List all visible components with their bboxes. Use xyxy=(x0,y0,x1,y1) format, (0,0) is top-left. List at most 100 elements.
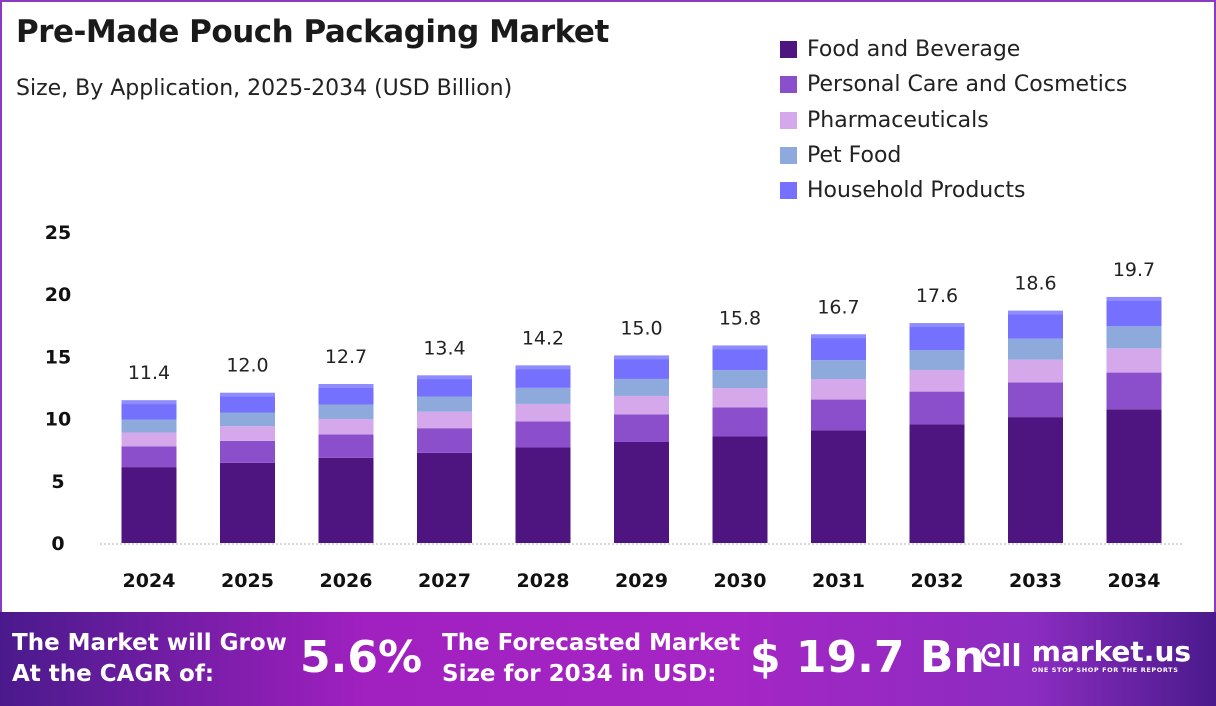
bar-cap xyxy=(220,392,275,397)
bar-segment xyxy=(1008,417,1063,543)
legend-item: Personal Care and Cosmetics xyxy=(780,67,1127,102)
bar-segment xyxy=(417,452,472,543)
bar-cap xyxy=(121,400,177,405)
bar-segment xyxy=(614,378,669,396)
legend-label: Pet Food xyxy=(807,143,902,169)
bar-segment xyxy=(614,414,669,442)
legend-label: Household Products xyxy=(807,178,1026,204)
data-label: 16.7 xyxy=(817,296,859,318)
bar-segment xyxy=(712,407,768,437)
bar-cap xyxy=(318,384,374,389)
legend-item: Pharmaceuticals xyxy=(780,103,1127,138)
bar-segment xyxy=(121,432,177,447)
bar-segment xyxy=(417,376,472,397)
x-tick-label: 2025 xyxy=(221,570,274,592)
x-tick-label: 2026 xyxy=(320,570,373,592)
bar-segment xyxy=(515,421,571,448)
legend-label: Personal Care and Cosmetics xyxy=(807,72,1128,98)
bar-segment xyxy=(220,393,275,413)
bar-segment xyxy=(220,440,275,463)
bar-segment xyxy=(909,391,965,425)
bar-segment xyxy=(811,430,866,543)
forecast-value: $ 19.7 Bn xyxy=(750,632,985,683)
bar-segment xyxy=(1106,409,1162,543)
bar-cap xyxy=(614,355,669,360)
legend-swatch xyxy=(780,182,797,200)
data-label: 17.6 xyxy=(916,285,958,307)
bar-cap xyxy=(1106,296,1162,301)
bar-segment xyxy=(712,387,768,408)
legend-label: Pharmaceuticals xyxy=(807,107,989,133)
legend-swatch xyxy=(780,147,797,165)
x-tick-label: 2024 xyxy=(123,570,176,592)
legend-swatch xyxy=(780,41,797,59)
data-label: 15.0 xyxy=(620,317,662,339)
bar-segment xyxy=(712,346,768,371)
bar-segment xyxy=(909,369,965,392)
legend-item: Household Products xyxy=(780,173,1127,208)
legend-swatch xyxy=(780,111,797,129)
bar-segment xyxy=(121,419,177,433)
bar-segment xyxy=(1008,382,1063,418)
data-label: 11.4 xyxy=(128,362,170,384)
cagr-value: 5.6% xyxy=(300,632,423,683)
x-tick-label: 2029 xyxy=(615,570,668,592)
bar-segment xyxy=(614,441,669,543)
bar-segment xyxy=(417,411,472,429)
bar-segment xyxy=(811,399,866,431)
logo-name: market.us xyxy=(1031,635,1192,668)
bar-segment xyxy=(811,379,866,400)
bar-cap xyxy=(515,365,571,370)
data-label: 18.6 xyxy=(1014,273,1056,295)
y-tick-label: 15 xyxy=(45,346,71,368)
forecast-label: The Forecasted Market Size for 2034 in U… xyxy=(442,630,741,687)
logo-icon: ᘓll xyxy=(980,638,1022,674)
chart-title: Pre-Made Pouch Packaging Market xyxy=(16,14,609,50)
bar-segment xyxy=(712,370,768,388)
x-tick-label: 2030 xyxy=(714,570,767,592)
x-tick-label: 2027 xyxy=(418,570,471,592)
bar-segment xyxy=(614,395,669,415)
bar-segment xyxy=(417,428,472,453)
legend: Food and Beverage Personal Care and Cosme… xyxy=(780,32,1127,208)
bar-cap xyxy=(811,334,866,339)
data-label: 12.0 xyxy=(226,355,268,377)
legend-swatch xyxy=(780,76,797,94)
bar-segment xyxy=(318,385,374,405)
y-tick-label: 0 xyxy=(51,533,64,555)
bar-segment xyxy=(1106,372,1162,410)
bar-segment xyxy=(909,424,965,543)
banner: The Market will Grow At the CAGR of: 5.6… xyxy=(0,612,1216,706)
legend-label: Food and Beverage xyxy=(807,37,1021,63)
y-tick-label: 20 xyxy=(45,284,71,306)
data-label: 12.7 xyxy=(325,346,367,368)
bar-segment xyxy=(515,387,571,404)
x-tick-label: 2031 xyxy=(812,570,865,592)
legend-item: Pet Food xyxy=(780,138,1127,173)
bar-segment xyxy=(909,350,965,370)
bar-cap xyxy=(909,323,965,328)
data-label: 13.4 xyxy=(423,337,465,359)
bar-segment xyxy=(909,324,965,351)
bar-segment xyxy=(1008,311,1063,339)
bar-segment xyxy=(1008,359,1063,383)
x-tick-label: 2034 xyxy=(1108,570,1161,592)
y-tick-label: 25 xyxy=(45,222,71,244)
bar-segment xyxy=(318,418,374,435)
bar-segment xyxy=(121,467,177,543)
bar-segment xyxy=(811,360,866,380)
bar-segment xyxy=(121,401,177,420)
chart-subtitle: Size, By Application, 2025-2034 (USD Bil… xyxy=(16,76,513,101)
bar-segment xyxy=(1008,338,1063,360)
bar-segment xyxy=(220,426,275,441)
bar-segment xyxy=(614,356,669,379)
logo: ᘓll market.us ONE STOP SHOP FOR THE REPO… xyxy=(980,635,1192,675)
bar-segment xyxy=(1106,348,1162,373)
bar-segment xyxy=(220,412,275,427)
bar-cap xyxy=(1008,310,1063,315)
x-tick-label: 2033 xyxy=(1009,570,1062,592)
bar-segment xyxy=(515,366,571,388)
bar-segment xyxy=(811,335,866,361)
x-tick-label: 2032 xyxy=(911,570,964,592)
